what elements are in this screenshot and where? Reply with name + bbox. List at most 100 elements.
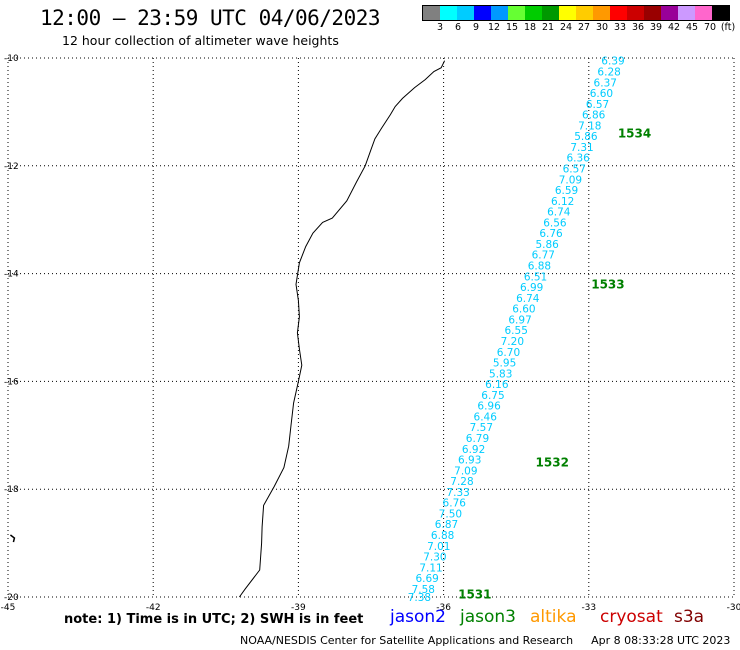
- wave-height-value: 7.31: [570, 142, 593, 154]
- latitude-label: -18: [4, 485, 19, 495]
- map-grid: [7, 57, 735, 598]
- wave-height-value: 6.60: [590, 88, 613, 100]
- wave-height-value: 7.33: [446, 487, 469, 499]
- wave-height-value: 6.69: [415, 573, 438, 585]
- color-scale-label: 6: [454, 22, 462, 33]
- color-scale-label: 36: [631, 22, 645, 33]
- latitude-label: -10: [4, 54, 19, 64]
- color-scale-label: 33: [613, 22, 627, 33]
- color-swatch: [559, 6, 576, 20]
- wave-height-value: 6.76: [443, 498, 467, 510]
- color-swatch: [695, 6, 712, 20]
- wave-height-value: 6.57: [586, 99, 609, 111]
- longitude-label: -36: [436, 603, 451, 613]
- wave-height-value: 7.20: [501, 336, 524, 348]
- longitude-label: -33: [581, 603, 596, 613]
- wave-height-value: 7.50: [439, 508, 462, 520]
- color-swatch: [678, 6, 695, 20]
- wave-height-value: 5.95: [493, 358, 516, 370]
- wave-height-value: 6.74: [516, 293, 540, 305]
- color-scale-label: 42: [667, 22, 681, 33]
- wave-height-value: 6.99: [520, 282, 543, 294]
- wave-height-value: 5.86: [574, 131, 598, 143]
- wave-height-value: 5.86: [535, 239, 559, 251]
- color-swatch: [542, 6, 559, 20]
- legend-jason3: jason3: [460, 607, 516, 627]
- wave-height-color-scale: 3 6 9 12 15 18 21 24 27 30 33 36 39 42 45 70 (ft): [422, 5, 735, 33]
- latitude-label: -20: [4, 593, 19, 603]
- map-subtitle: 12 hour collection of altimeter wave hei…: [62, 33, 339, 48]
- color-swatch: [576, 6, 593, 20]
- wave-height-value: 6.39: [601, 56, 624, 68]
- wave-height-value: 7.30: [423, 552, 446, 564]
- footer-credit-line: NOAA/NESDIS Center for Satellite Applica…: [240, 634, 730, 647]
- pass-labels: 1534 1533 1532 1531: [458, 126, 651, 601]
- wave-height-value: 6.56: [543, 217, 567, 229]
- legend-altika: altika: [530, 607, 577, 627]
- wave-height-value: 6.36: [566, 153, 590, 165]
- wave-height-value: 6.93: [458, 455, 481, 467]
- latitude-label: -14: [4, 270, 19, 280]
- wave-height-track: 6.396.286.376.606.576.867.185.867.316.36…: [408, 56, 625, 604]
- pass-number-label: 1531: [458, 587, 491, 601]
- wave-height-value: 6.57: [563, 163, 586, 175]
- island-mark: [9, 534, 16, 543]
- wave-height-value: 7.57: [470, 422, 493, 434]
- wave-height-value: 7.38: [408, 592, 431, 604]
- legend-jason2: jason2: [390, 607, 446, 627]
- latitude-label: -12: [4, 162, 19, 172]
- color-swatch: [474, 6, 491, 20]
- color-scale-label: 21: [541, 22, 555, 33]
- color-swatch: [508, 6, 525, 20]
- wave-height-value: 6.59: [555, 185, 578, 197]
- wave-height-value: 6.79: [466, 433, 489, 445]
- color-scale-label: 70: [703, 22, 717, 33]
- wave-height-value: 7.58: [412, 584, 435, 596]
- wave-height-value: 6.70: [497, 347, 520, 359]
- wave-height-value: 6.92: [462, 444, 485, 456]
- color-swatch: [610, 6, 627, 20]
- color-swatch: [593, 6, 610, 20]
- color-scale-label: 15: [505, 22, 519, 33]
- pass-number-label: 1534: [618, 126, 651, 140]
- longitude-label: -42: [146, 603, 161, 613]
- footer-credit: NOAA/NESDIS Center for Satellite Applica…: [240, 634, 574, 647]
- color-scale-swatches: [422, 5, 730, 21]
- wave-height-value: 7.28: [450, 476, 473, 488]
- wave-height-value: 5.83: [489, 368, 512, 380]
- longitude-label: -45: [1, 603, 16, 613]
- longitude-label: -30: [727, 603, 740, 613]
- wave-height-value: 6.46: [474, 411, 498, 423]
- color-swatch: [491, 6, 508, 20]
- color-scale-label: (ft): [720, 22, 736, 33]
- wave-height-value: 6.96: [477, 401, 501, 413]
- wave-height-value: 6.87: [435, 519, 458, 531]
- color-scale-label: 3: [436, 22, 444, 33]
- color-swatch: [440, 6, 457, 20]
- pass-number-label: 1532: [536, 455, 569, 469]
- color-swatch: [457, 6, 474, 20]
- color-scale-label: 18: [523, 22, 537, 33]
- color-scale-label: 24: [559, 22, 573, 33]
- wave-height-value: 6.88: [431, 530, 454, 542]
- wave-height-value: 6.86: [582, 110, 606, 122]
- color-scale-label: 12: [487, 22, 501, 33]
- color-scale-labels: 3 6 9 12 15 18 21 24 27 30 33 36 39 42 45 70 (ft): [422, 22, 740, 36]
- wave-height-value: 7.01: [427, 541, 450, 553]
- wave-height-value: 6.16: [485, 379, 509, 391]
- wave-height-value: 7.09: [559, 174, 582, 186]
- color-swatch: [712, 6, 729, 20]
- legend-s3a: s3a: [674, 607, 705, 627]
- color-swatch: [423, 6, 440, 20]
- pass-number-label: 1533: [591, 277, 624, 291]
- wave-height-value: 6.76: [539, 228, 563, 240]
- wave-height-value: 6.88: [528, 261, 551, 273]
- wave-height-value: 6.51: [524, 271, 547, 283]
- color-scale-label: 9: [472, 22, 480, 33]
- color-scale-label: 45: [685, 22, 699, 33]
- map-title: 12:00 — 23:59 UTC 04/06/2023: [40, 6, 381, 30]
- wave-height-value: 6.55: [505, 325, 528, 337]
- wave-height-value: 6.28: [597, 66, 620, 78]
- wave-height-value: 7.09: [454, 465, 477, 477]
